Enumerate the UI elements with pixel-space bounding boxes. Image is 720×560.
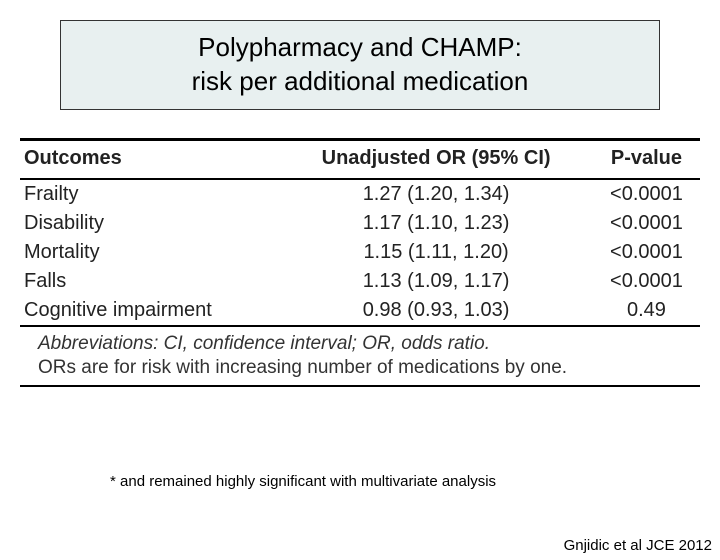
title-line1: Polypharmacy and CHAMP:	[81, 31, 639, 65]
cell-or: 1.13 (1.09, 1.17)	[279, 267, 593, 296]
table-note: ORs are for risk with increasing number …	[20, 357, 700, 386]
results-table: Outcomes Unadjusted OR (95% CI) P-value …	[20, 138, 700, 387]
table-note-row: ORs are for risk with increasing number …	[20, 357, 700, 386]
col-header-outcomes: Outcomes	[20, 139, 279, 179]
cell-or: 1.17 (1.10, 1.23)	[279, 209, 593, 238]
table-row: Disability 1.17 (1.10, 1.23) <0.0001	[20, 209, 700, 238]
results-table-wrap: Outcomes Unadjusted OR (95% CI) P-value …	[20, 138, 700, 387]
cell-pvalue: <0.0001	[593, 238, 700, 267]
table-row: Mortality 1.15 (1.11, 1.20) <0.0001	[20, 238, 700, 267]
cell-outcome: Falls	[20, 267, 279, 296]
cell-outcome: Cognitive impairment	[20, 296, 279, 326]
abbreviations: Abbreviations: CI, confidence interval; …	[20, 326, 700, 357]
cell-pvalue: 0.49	[593, 296, 700, 326]
col-header-pvalue: P-value	[593, 139, 700, 179]
cell-outcome: Frailty	[20, 179, 279, 209]
cell-or: 1.15 (1.11, 1.20)	[279, 238, 593, 267]
cell-pvalue: <0.0001	[593, 267, 700, 296]
cell-pvalue: <0.0001	[593, 179, 700, 209]
table-row: Falls 1.13 (1.09, 1.17) <0.0001	[20, 267, 700, 296]
table-abbrev-row: Abbreviations: CI, confidence interval; …	[20, 326, 700, 357]
table-row: Cognitive impairment 0.98 (0.93, 1.03) 0…	[20, 296, 700, 326]
cell-pvalue: <0.0001	[593, 209, 700, 238]
title-box: Polypharmacy and CHAMP: risk per additio…	[60, 20, 660, 110]
cell-outcome: Disability	[20, 209, 279, 238]
cell-outcome: Mortality	[20, 238, 279, 267]
title-line2: risk per additional medication	[81, 65, 639, 99]
col-header-or: Unadjusted OR (95% CI)	[279, 139, 593, 179]
cell-or: 1.27 (1.20, 1.34)	[279, 179, 593, 209]
cell-or: 0.98 (0.93, 1.03)	[279, 296, 593, 326]
table-header-row: Outcomes Unadjusted OR (95% CI) P-value	[20, 139, 700, 179]
table-row: Frailty 1.27 (1.20, 1.34) <0.0001	[20, 179, 700, 209]
footnote: * and remained highly significant with m…	[110, 473, 496, 490]
